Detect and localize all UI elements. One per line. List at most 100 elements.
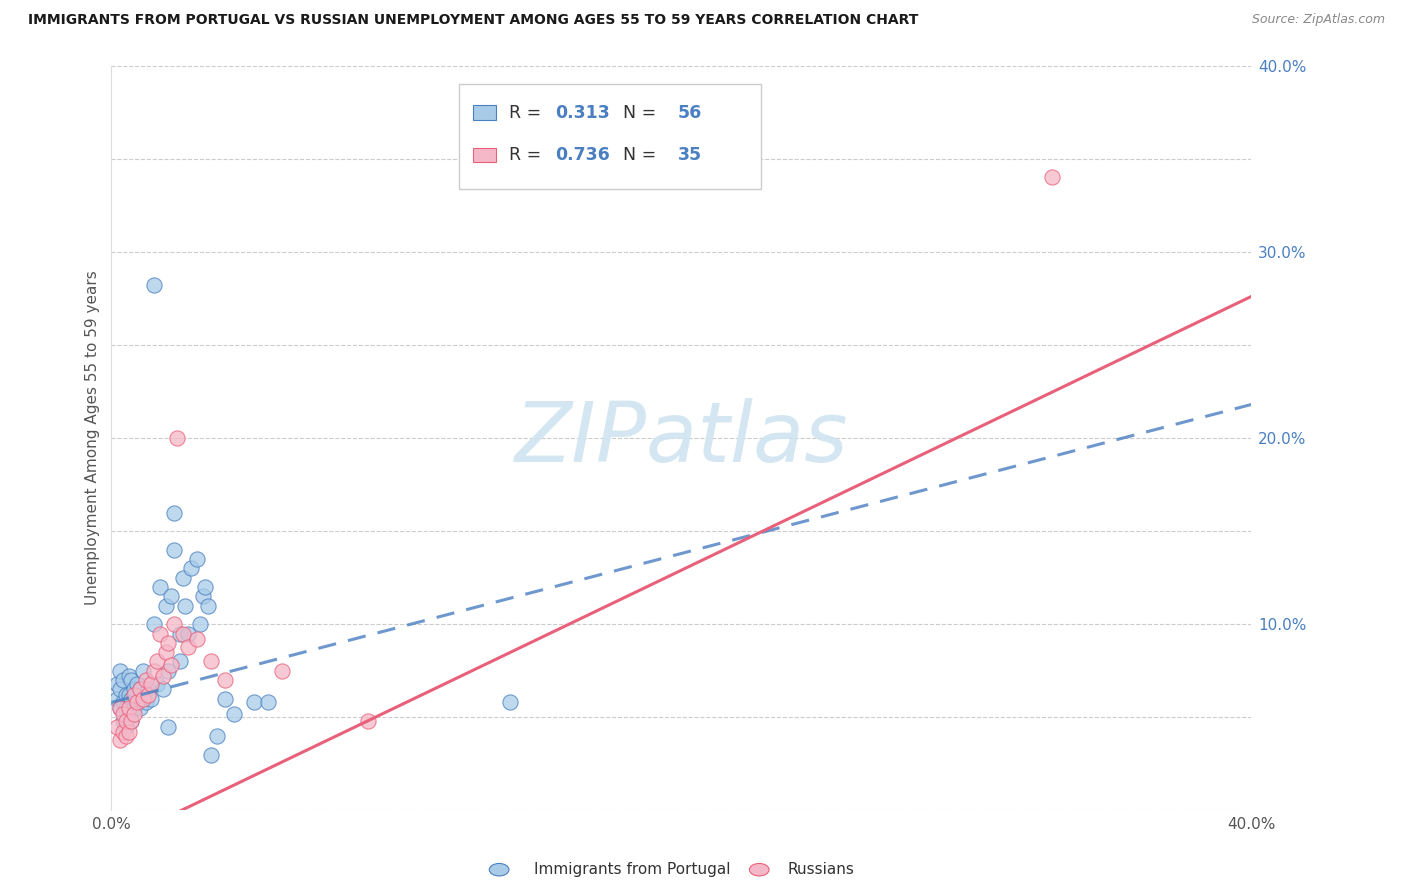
Point xyxy=(177,626,200,640)
Point xyxy=(172,626,194,640)
Point xyxy=(157,636,180,650)
Text: R =: R = xyxy=(509,146,547,164)
Point xyxy=(180,561,202,575)
Point xyxy=(163,506,186,520)
Point xyxy=(160,658,183,673)
Point xyxy=(169,655,191,669)
Point xyxy=(157,720,180,734)
Point xyxy=(188,617,211,632)
Point xyxy=(149,580,172,594)
Point xyxy=(120,714,142,728)
Point xyxy=(114,720,136,734)
Point xyxy=(117,669,139,683)
Point xyxy=(125,696,148,710)
Point xyxy=(111,673,134,687)
Point xyxy=(271,664,294,678)
Point xyxy=(163,542,186,557)
Point xyxy=(152,669,174,683)
FancyBboxPatch shape xyxy=(458,84,761,188)
Point xyxy=(105,677,128,691)
Point xyxy=(143,617,166,632)
Point xyxy=(194,580,217,594)
Point xyxy=(125,696,148,710)
Point xyxy=(357,714,380,728)
Point xyxy=(152,682,174,697)
Point xyxy=(120,691,142,706)
Point xyxy=(111,725,134,739)
Text: ZIPatlas: ZIPatlas xyxy=(515,398,848,478)
Point xyxy=(197,599,219,613)
Point xyxy=(155,645,177,659)
Text: IMMIGRANTS FROM PORTUGAL VS RUSSIAN UNEMPLOYMENT AMONG AGES 55 TO 59 YEARS CORRE: IMMIGRANTS FROM PORTUGAL VS RUSSIAN UNEM… xyxy=(28,13,918,28)
Point xyxy=(143,664,166,678)
Point xyxy=(157,664,180,678)
Point xyxy=(129,682,152,697)
Point xyxy=(186,552,208,566)
Point xyxy=(149,626,172,640)
Point xyxy=(114,714,136,728)
Point xyxy=(1040,170,1063,185)
Point xyxy=(146,655,169,669)
Point xyxy=(200,747,222,762)
Point xyxy=(120,714,142,728)
Text: 0.736: 0.736 xyxy=(555,146,610,164)
Point xyxy=(122,682,145,697)
Point xyxy=(200,655,222,669)
Point xyxy=(122,701,145,715)
Text: Immigrants from Portugal: Immigrants from Portugal xyxy=(534,863,731,877)
Point xyxy=(132,664,155,678)
Point xyxy=(186,632,208,647)
Point xyxy=(214,691,236,706)
Text: 35: 35 xyxy=(678,146,702,164)
Point xyxy=(111,696,134,710)
Point xyxy=(205,729,228,743)
Point xyxy=(172,571,194,585)
Point xyxy=(146,677,169,691)
Point xyxy=(135,673,157,687)
Point xyxy=(117,725,139,739)
Point xyxy=(117,701,139,715)
Point xyxy=(108,732,131,747)
FancyBboxPatch shape xyxy=(472,105,495,120)
Point xyxy=(132,691,155,706)
Point xyxy=(120,673,142,687)
Point xyxy=(117,706,139,721)
Point xyxy=(138,682,160,697)
Point xyxy=(108,682,131,697)
Point xyxy=(163,617,186,632)
Text: Russians: Russians xyxy=(787,863,855,877)
Point xyxy=(214,673,236,687)
Point xyxy=(129,682,152,697)
Point xyxy=(174,599,197,613)
Point xyxy=(129,701,152,715)
Point xyxy=(111,714,134,728)
Point xyxy=(111,706,134,721)
Point xyxy=(125,677,148,691)
Point xyxy=(108,701,131,715)
Point xyxy=(135,696,157,710)
Point xyxy=(114,701,136,715)
Point xyxy=(122,706,145,721)
Point xyxy=(108,701,131,715)
Point xyxy=(222,706,245,721)
Point xyxy=(114,688,136,702)
Point xyxy=(166,431,188,445)
Point xyxy=(141,691,163,706)
Point xyxy=(117,688,139,702)
Point xyxy=(257,696,280,710)
Text: R =: R = xyxy=(509,103,547,121)
Text: N =: N = xyxy=(612,103,662,121)
Point xyxy=(108,664,131,678)
Point xyxy=(114,729,136,743)
Point xyxy=(499,696,522,710)
Point xyxy=(155,599,177,613)
Point xyxy=(177,640,200,654)
Point xyxy=(138,688,160,702)
Text: Source: ZipAtlas.com: Source: ZipAtlas.com xyxy=(1251,13,1385,27)
Point xyxy=(141,677,163,691)
Point xyxy=(122,688,145,702)
Point xyxy=(191,590,214,604)
FancyBboxPatch shape xyxy=(472,147,495,162)
Point xyxy=(105,691,128,706)
Point xyxy=(169,626,191,640)
